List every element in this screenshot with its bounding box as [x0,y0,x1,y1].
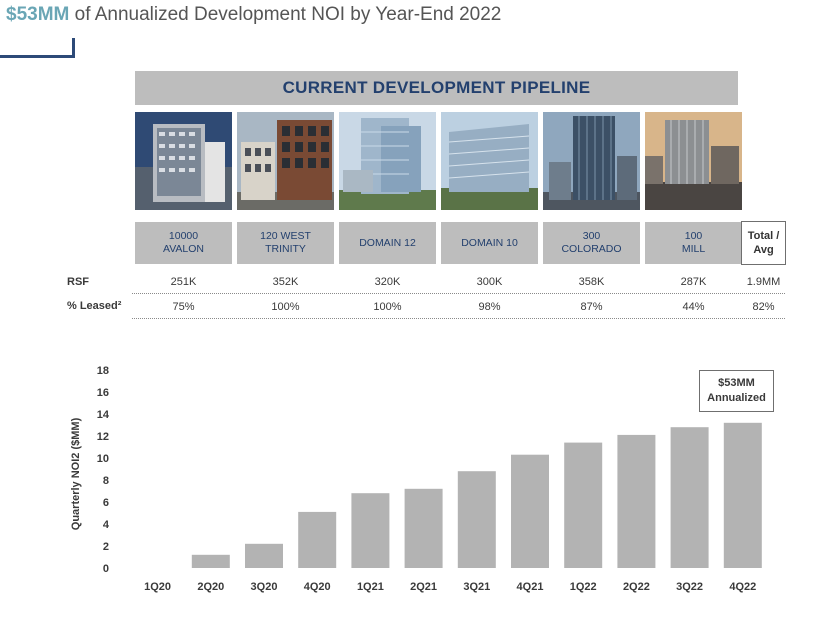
leased-total-value: 82% [752,301,775,313]
y-tick-label: 10 [97,453,109,465]
project-name-line1: DOMAIN 12 [359,236,416,249]
leased-value: 100% [271,301,300,313]
x-tick-label: 3Q21 [463,581,490,593]
x-tick-label: 1Q20 [144,581,171,593]
total-avg-box: Total / Avg [741,221,786,265]
leased-value: 100% [373,301,402,313]
x-tick-label: 4Q22 [729,581,756,593]
project-name-box: 100 MILL [645,222,742,264]
rsf-value: 352K [272,276,299,288]
x-tick-label: 1Q21 [357,581,384,593]
bar-3q20 [245,543,283,568]
rsf-value: 287K [680,276,707,288]
x-tick-label: 2Q20 [197,581,224,593]
y-tick-label: 14 [97,409,110,421]
bar-1q21 [351,493,390,568]
building-photo-domain-12 [339,112,436,210]
building-photo-mill [645,112,742,210]
bar-2q22 [617,434,656,568]
bar-4q21 [511,454,549,568]
rsf-value: 358K [578,276,605,288]
y-tick-label: 0 [103,563,109,575]
y-tick-label: 16 [97,387,109,399]
total-label-line1: Total / [747,230,780,242]
project-name-line2: TRINITY [265,243,306,255]
leased-value: 98% [478,301,501,313]
project-name-line1: DOMAIN 10 [461,236,518,249]
project-name-line1: 100 [684,230,703,242]
bar-2q21 [404,488,443,568]
row-divider [132,318,785,319]
bar-3q21 [457,471,496,568]
building-photo-trinity [237,112,334,210]
leased-row-label: % Leased² [67,300,122,312]
project-name-box: 10000 AVALON [135,222,232,264]
y-tick-label: 12 [97,431,109,443]
project-name-box: 300 COLORADO [543,222,640,264]
project-name-line2: MILL [681,243,706,255]
project-name-line1: 300 [582,230,601,242]
project-name-box: DOMAIN 12 [339,222,436,264]
bar-4q22 [723,422,762,568]
page-headline: $53MM of Annualized Development NOI by Y… [6,4,501,26]
callout-label: Annualized [707,392,766,404]
x-tick-label: 4Q20 [304,581,331,593]
project-name-line1: 10000 [168,230,199,242]
rsf-value: 300K [476,276,503,288]
y-tick-label: 6 [103,497,109,509]
rsf-value: 251K [170,276,197,288]
leased-value: 44% [682,301,705,313]
project-name-box: 120 WEST TRINITY [237,222,334,264]
bar-4q20 [298,511,337,568]
x-tick-label: 2Q21 [410,581,437,593]
pipeline-banner: CURRENT DEVELOPMENT PIPELINE [135,71,738,105]
project-name-box: DOMAIN 10 [441,222,538,264]
bar-1q22 [564,442,603,568]
x-tick-label: 1Q22 [570,581,597,593]
y-tick-label: 18 [97,365,109,377]
row-divider [132,293,785,294]
building-photo-avalon [135,112,232,210]
leased-value: 87% [580,301,603,313]
accent-rule [0,55,75,58]
headline-accent: $53MM [6,4,70,25]
rsf-value: 320K [374,276,401,288]
headline-text: of Annualized Development NOI by Year-En… [69,4,502,25]
accent-rule-tick [72,38,75,58]
x-tick-label: 2Q22 [623,581,650,593]
building-photo-colorado [543,112,640,210]
bar-2q20 [191,554,230,568]
y-tick-label: 2 [103,541,109,553]
x-tick-label: 4Q21 [517,581,544,593]
x-tick-label: 3Q20 [251,581,278,593]
y-axis-label: Quarterly NOI2 ($MM) [70,417,82,530]
rsf-row-label: RSF [67,276,89,288]
y-tick-label: 4 [103,519,110,531]
leased-value: 75% [172,301,195,313]
bar-3q22 [670,427,709,568]
y-tick-label: 8 [103,475,109,487]
project-name-line1: 120 WEST [260,230,311,242]
annualized-callout: $53MM Annualized [699,370,774,412]
building-photo-domain-10 [441,112,538,210]
callout-value: $53MM [718,377,755,389]
x-tick-label: 3Q22 [676,581,703,593]
project-name-line2: AVALON [162,243,205,255]
rsf-total-value: 1.9MM [746,276,781,288]
project-name-line2: COLORADO [561,243,622,255]
total-label-line2: Avg [753,244,774,256]
